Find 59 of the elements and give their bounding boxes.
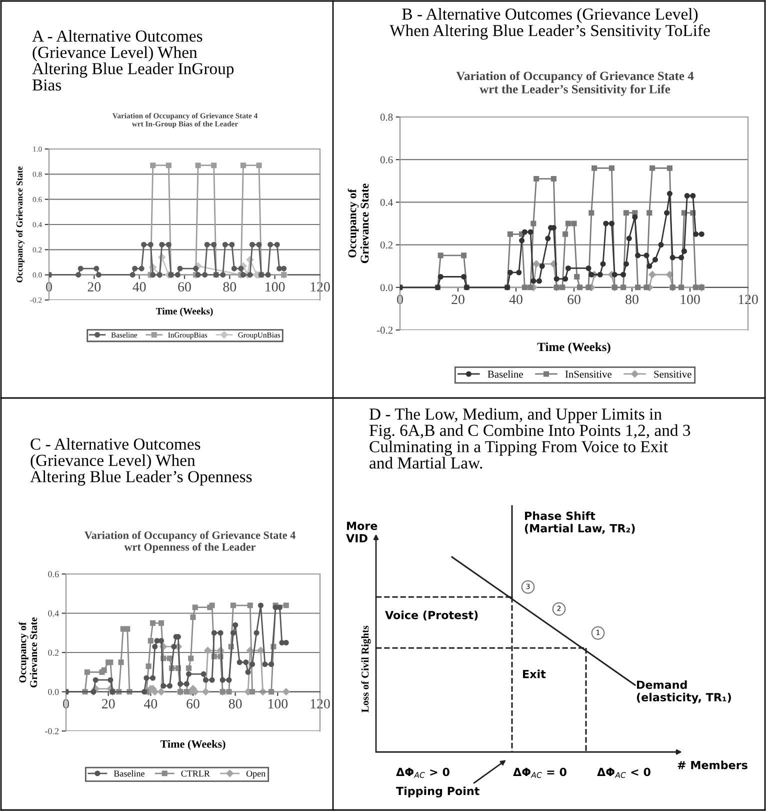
- text: Demand (elasticity, TR₁): [636, 680, 731, 704]
- text: ΔΦ$_{AC}$ < 0: [597, 768, 650, 778]
- legend-label: Open: [246, 770, 266, 778]
- text: Voice (Protest): [385, 610, 478, 621]
- y-tick-label: 0.6: [48, 571, 59, 578]
- x-tick-label: 120: [738, 294, 758, 304]
- y-tick-label: 0.4: [48, 610, 59, 617]
- x-tick-label: 80: [228, 699, 242, 708]
- x-axis-title: Time (Weeks): [160, 740, 226, 750]
- x-axis-title: Time (Weeks): [537, 342, 610, 354]
- chart-subtitle: Variation of Occupancy of Grievance State 4 wrt the Leader’s Sensitivity for Life: [456, 71, 694, 96]
- y-axis-title: Occupancy of Grievance State: [18, 617, 38, 688]
- x-tick-label: 0: [63, 699, 69, 708]
- y-tick-label: 0.2: [380, 241, 392, 249]
- y-axis-title: Occupancy of Grievance State: [16, 166, 24, 282]
- legend-label: CTRLR: [181, 770, 210, 777]
- legend-label: InSensitive: [565, 370, 612, 378]
- x-tick-label: 60: [568, 294, 580, 304]
- legend-label: Baseline: [488, 370, 523, 378]
- x-tick-label: 20: [102, 699, 115, 708]
- legend-label: Baseline: [114, 770, 144, 777]
- text: ΔΦ$_{AC}$ = 0: [513, 768, 566, 778]
- x-tick-label: 20: [88, 282, 101, 292]
- x-tick-label: 100: [266, 282, 285, 292]
- y-tick-label: 0.8: [380, 114, 393, 121]
- x-tick-label: 100: [268, 699, 288, 708]
- chart-subtitle: Variation of Occupancy of Grievance State 4 wrt Openness of the Leader: [84, 531, 296, 553]
- text: Tipping Point: [396, 786, 480, 798]
- y-tick-label: 0.6: [380, 156, 393, 164]
- text: Exit: [523, 670, 546, 678]
- legend-label: Sensitive: [654, 370, 692, 378]
- chart-title: A - Alternative Outcomes (Grievance Level) When Altering Blue Leader InGroup Bias: [32, 30, 234, 91]
- y-tick-label: 0.0: [48, 688, 59, 696]
- text: Phase Shift (Martial Law, TR₂): [524, 511, 635, 534]
- y-tick-label: 0.4: [380, 198, 393, 206]
- y-axis-title: Occupancy of Grievance State: [348, 184, 369, 264]
- x-tick-label: 40: [509, 294, 522, 304]
- chart-title: C - Alternative Outcomes (Grievance Level) When Altering Blue Leader’s Openness: [30, 438, 252, 486]
- text: Loss of Civil Rights: [361, 626, 371, 712]
- text: ΔΦ$_{AC}$ > 0: [396, 768, 450, 778]
- y-tick-label: -0.2: [376, 326, 392, 334]
- text: # Members: [678, 760, 748, 770]
- y-tick-label: 0.2: [48, 650, 59, 656]
- x-tick-label: 40: [132, 282, 146, 292]
- text: More VID: [346, 522, 378, 542]
- x-axis-title: Time (Weeks): [156, 308, 213, 316]
- y-tick-label: -0.2: [45, 728, 59, 734]
- x-tick-label: 120: [310, 282, 330, 292]
- x-tick-label: 20: [452, 294, 464, 304]
- text: D - The Low, Medium, and Upper Limits in Fig. 6A,B and C Combine Into Points 1,2, and 3 Culminating in a Tipping From Voice to Exit and Martial Law.: [369, 408, 690, 469]
- x-tick-label: 0: [397, 294, 403, 304]
- y-tick-label: 0.0: [380, 284, 393, 292]
- x-tick-label: 100: [680, 294, 700, 304]
- x-tick-label: 60: [186, 699, 200, 708]
- chart-title: B - Alternative Outcomes (Grievance Level) When Altering Blue Leader’s Sensitivity ToLife: [390, 8, 710, 40]
- x-tick-label: 80: [626, 294, 638, 304]
- x-tick-label: 60: [178, 282, 191, 292]
- x-tick-label: 40: [144, 699, 158, 708]
- x-tick-label: 80: [223, 282, 236, 292]
